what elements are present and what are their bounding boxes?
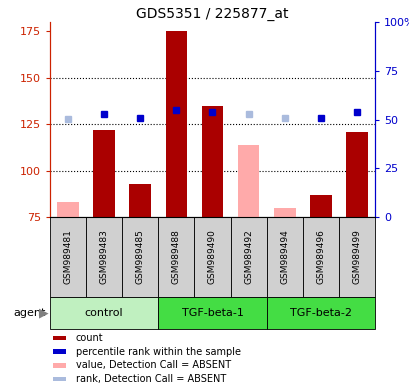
Text: GSM989483: GSM989483 [99, 230, 108, 285]
Bar [86, 217, 122, 297]
Bar [53, 363, 66, 367]
Bar [266, 217, 302, 297]
Text: GSM989496: GSM989496 [316, 230, 324, 285]
Bar [345, 132, 367, 217]
Bar [273, 208, 295, 217]
Bar [165, 31, 187, 217]
Text: GSM989490: GSM989490 [207, 230, 216, 285]
Text: ▶: ▶ [39, 306, 49, 319]
Text: GSM989494: GSM989494 [279, 230, 288, 285]
Bar [50, 297, 158, 329]
Text: percentile rank within the sample: percentile rank within the sample [76, 347, 240, 357]
Bar [338, 217, 374, 297]
Bar [309, 195, 331, 217]
Text: agent: agent [13, 308, 46, 318]
Bar [237, 144, 259, 217]
Text: control: control [85, 308, 123, 318]
Bar [302, 217, 338, 297]
Text: GSM989492: GSM989492 [243, 230, 252, 285]
Bar [266, 297, 374, 329]
Bar [201, 106, 223, 217]
Text: count: count [76, 333, 103, 343]
Bar [93, 130, 115, 217]
Bar [50, 217, 86, 297]
Text: TGF-beta-2: TGF-beta-2 [289, 308, 351, 318]
Bar [53, 336, 66, 340]
Bar [230, 217, 266, 297]
Bar [57, 202, 79, 217]
Bar [53, 377, 66, 381]
Text: TGF-beta-1: TGF-beta-1 [181, 308, 243, 318]
Text: GSM989481: GSM989481 [63, 230, 72, 285]
Text: rank, Detection Call = ABSENT: rank, Detection Call = ABSENT [76, 374, 226, 384]
Text: GSM989485: GSM989485 [135, 230, 144, 285]
Bar [194, 217, 230, 297]
Text: GSM989499: GSM989499 [352, 230, 361, 285]
Bar [158, 297, 266, 329]
Bar [158, 217, 194, 297]
Text: GSM989488: GSM989488 [171, 230, 180, 285]
Title: GDS5351 / 225877_at: GDS5351 / 225877_at [136, 7, 288, 21]
Bar [129, 184, 151, 217]
Text: value, Detection Call = ABSENT: value, Detection Call = ABSENT [76, 360, 231, 371]
Bar [122, 217, 158, 297]
Bar [53, 349, 66, 354]
